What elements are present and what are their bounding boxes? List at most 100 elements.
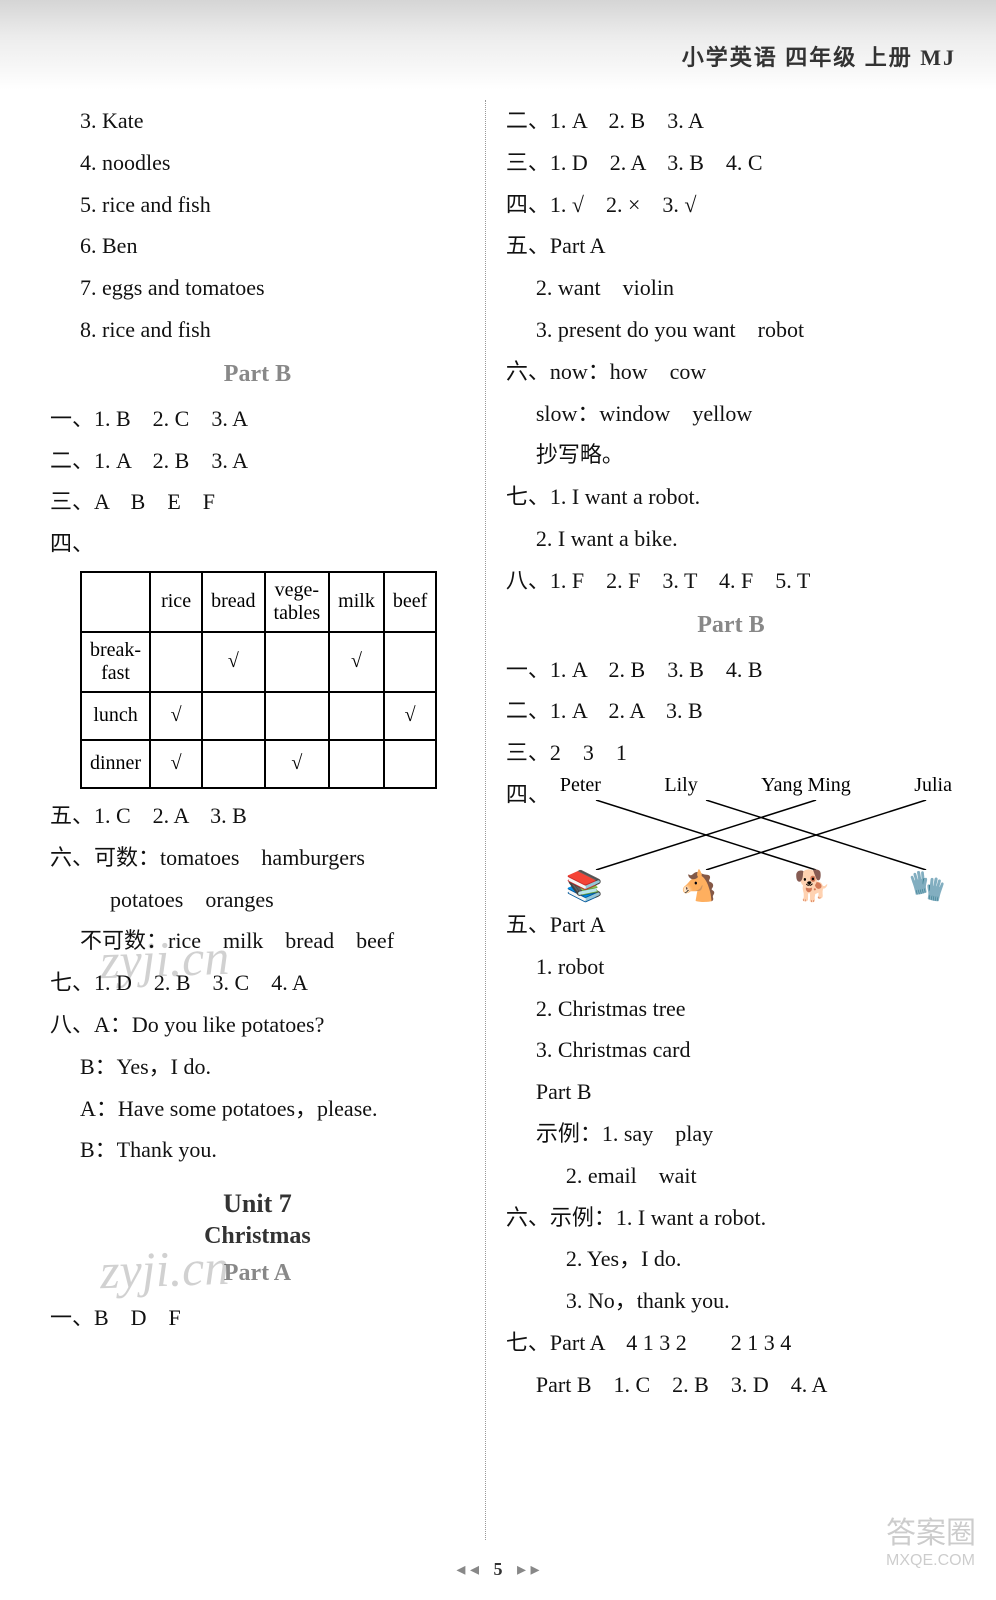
table-header: vege- tables: [265, 572, 330, 632]
table-cell: break- fast: [81, 632, 150, 692]
table-cell: √: [202, 632, 264, 692]
unit-subtitle: Christmas: [50, 1223, 465, 1250]
answer-line: potatoes oranges: [50, 879, 465, 921]
table-header: rice: [150, 572, 202, 632]
answer-line: 3. Christmas card: [506, 1029, 956, 1071]
answer-line: Part B: [506, 1071, 956, 1113]
answer-line: 2. email wait: [506, 1155, 956, 1197]
table-row: lunch √ √: [81, 692, 436, 740]
answer-line: 四、1. √ 2. × 3. √: [506, 184, 956, 226]
left-column: 3. Kate 4. noodles 5. rice and fish 6. B…: [50, 100, 485, 1540]
answer-line: 八、A：Do you like potatoes?: [50, 1004, 465, 1046]
answer-line: 二、1. A 2. B 3. A: [506, 100, 956, 142]
answer-line: 五、Part A: [506, 904, 956, 946]
answer-line: 一、1. A 2. B 3. B 4. B: [506, 649, 956, 691]
answer-item: 8. rice and fish: [50, 309, 465, 351]
answer-line: 2. want violin: [506, 267, 956, 309]
food-table: rice bread vege- tables milk beef break-…: [80, 571, 437, 789]
table-cell: dinner: [81, 740, 150, 788]
answer-line: 七、Part A 4 1 3 2 2 1 3 4: [506, 1322, 956, 1364]
page-header: 小学英语 四年级 上册 MJ: [682, 40, 956, 72]
horse-icon: 🐴: [680, 869, 717, 904]
answer-line: 三、A B E F: [50, 481, 465, 523]
answer-line: 三、1. D 2. A 3. B 4. C: [506, 142, 956, 184]
part-b-title: Part B: [506, 612, 956, 639]
answer-line: Part B 1. C 2. B 3. D 4. A: [506, 1364, 956, 1406]
answer-line: slow：window yellow: [506, 393, 956, 435]
answer-line: 七、1. I want a robot.: [506, 476, 956, 518]
answer-line: 3. No，thank you.: [506, 1280, 956, 1322]
match-name: Lily: [664, 774, 697, 797]
part-a-title: Part A: [50, 1260, 465, 1287]
matching-icons: 📚 🐴 🐕 🧤: [556, 869, 956, 904]
page-body: 3. Kate 4. noodles 5. rice and fish 6. B…: [50, 100, 956, 1540]
answer-line: 一、B D F: [50, 1297, 465, 1339]
answer-line: 1. robot: [506, 946, 956, 988]
table-header: milk: [329, 572, 384, 632]
answer-line: 六、now：how cow: [506, 351, 956, 393]
dog-icon: 🐕: [794, 869, 831, 904]
table-row: break- fast √ √: [81, 632, 436, 692]
table-cell: [202, 740, 264, 788]
table-row: dinner √ √: [81, 740, 436, 788]
table-cell: √: [384, 692, 436, 740]
answer-line: 2. Yes，I do.: [506, 1238, 956, 1280]
part-b-title: Part B: [50, 361, 465, 388]
answer-line: 二、1. A 2. A 3. B: [506, 690, 956, 732]
answer-item: 6. Ben: [50, 225, 465, 267]
right-column: 二、1. A 2. B 3. A 三、1. D 2. A 3. B 4. C 四…: [485, 100, 956, 1540]
answer-line: 抄写略。: [506, 434, 956, 476]
table-cell: [265, 632, 330, 692]
table-cell: [329, 692, 384, 740]
page-number: 5: [494, 1559, 503, 1579]
answer-line: 二、1. A 2. B 3. A: [50, 440, 465, 482]
q4-label: 四、: [50, 531, 94, 556]
matching-lines: [556, 800, 956, 870]
answer-line: 六、示例：1. I want a robot.: [506, 1197, 956, 1239]
table-cell: [329, 740, 384, 788]
gloves-icon: 🧤: [909, 869, 946, 904]
table-cell: lunch: [81, 692, 150, 740]
table-cell: [384, 632, 436, 692]
table-header: [81, 572, 150, 632]
table-header: beef: [384, 572, 436, 632]
answer-line: 2. Christmas tree: [506, 988, 956, 1030]
table-cell: [384, 740, 436, 788]
answer-line: 六、可数：tomatoes hamburgers: [50, 837, 465, 879]
answer-line: 八、1. F 2. F 3. T 4. F 5. T: [506, 560, 956, 602]
table-cell: [265, 692, 330, 740]
answer-line: A：Have some potatoes，please.: [50, 1088, 465, 1130]
answer-line: 七、1. D 2. B 3. C 4. A: [50, 962, 465, 1004]
next-icon: ▸ ▸: [517, 1559, 540, 1579]
table-cell: √: [150, 740, 202, 788]
answer-item: 4. noodles: [50, 142, 465, 184]
table-header: bread: [202, 572, 264, 632]
answer-item: 5. rice and fish: [50, 184, 465, 226]
answer-line: 3. present do you want robot: [506, 309, 956, 351]
answer-line: 一、1. B 2. C 3. A: [50, 398, 465, 440]
page-footer: ◂ ◂ 5 ▸ ▸: [0, 1559, 996, 1580]
matching-names: Peter Lily Yang Ming Julia: [556, 774, 956, 797]
match-name: Yang Ming: [761, 774, 851, 797]
match-name: Julia: [914, 774, 952, 797]
table-cell: √: [265, 740, 330, 788]
table-cell: √: [150, 692, 202, 740]
books-icon: 📚: [566, 869, 603, 904]
answer-line: 示例：1. say play: [506, 1113, 956, 1155]
answer-line: B：Thank you.: [50, 1129, 465, 1171]
answer-item: 3. Kate: [50, 100, 465, 142]
q4-label: 四、: [506, 774, 546, 904]
table-cell: [150, 632, 202, 692]
answer-line: 不可数：rice milk bread beef: [50, 920, 465, 962]
answer-line: B：Yes，I do.: [50, 1046, 465, 1088]
unit-title: Unit 7: [50, 1189, 465, 1219]
answer-line: 五、1. C 2. A 3. B: [50, 795, 465, 837]
answer-line: 2. I want a bike.: [506, 518, 956, 560]
match-name: Peter: [560, 774, 601, 797]
prev-icon: ◂ ◂: [456, 1559, 479, 1579]
answer-item: 7. eggs and tomatoes: [50, 267, 465, 309]
table-header-row: rice bread vege- tables milk beef: [81, 572, 436, 632]
table-cell: [202, 692, 264, 740]
table-cell: √: [329, 632, 384, 692]
answer-line: 三、2 3 1: [506, 732, 956, 774]
